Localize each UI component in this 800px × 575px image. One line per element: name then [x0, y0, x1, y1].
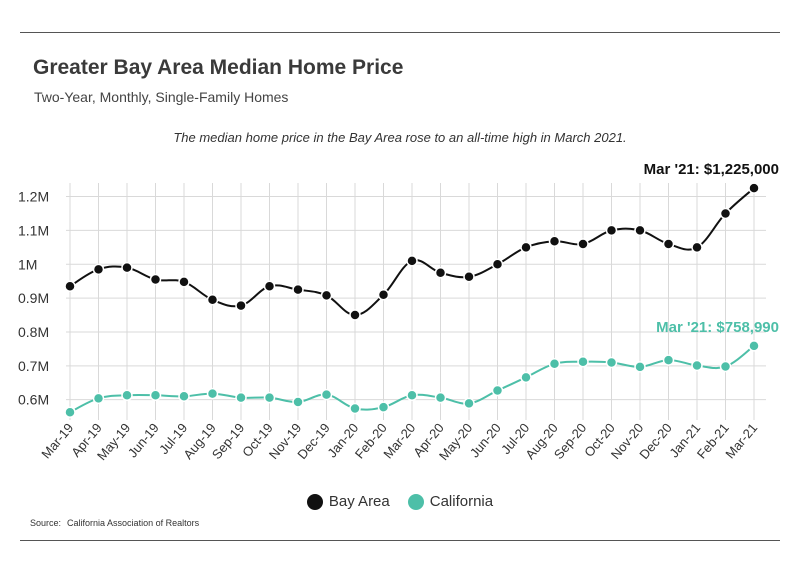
data-point-bay-area [349, 309, 361, 321]
chart-annotation: The median home price in the Bay Area ro… [173, 130, 627, 145]
data-point-california [320, 388, 333, 401]
chart-subtitle: Two-Year, Monthly, Single-Family Homes [34, 89, 289, 105]
data-point-bay-area [64, 280, 76, 293]
data-point-california [691, 359, 703, 372]
y-tick-label: 0.9M [18, 290, 49, 306]
data-point-bay-area [605, 224, 618, 237]
data-point-california [92, 392, 105, 405]
data-point-california [634, 361, 646, 373]
data-point-california [662, 354, 675, 366]
data-point-bay-area [463, 271, 475, 283]
data-point-bay-area [121, 261, 133, 274]
axis-layer: 0.6M0.7M0.8M0.9M1M1.1M1.2MMar-19Apr-19Ma… [18, 189, 760, 464]
data-point-bay-area [634, 224, 646, 237]
data-point-california [719, 360, 732, 373]
data-point-california [178, 390, 190, 403]
data-point-bay-area [406, 255, 418, 267]
legend: Bay Area California [0, 493, 800, 510]
data-point-california [605, 356, 618, 369]
legend-item-california[interactable]: California [407, 493, 494, 510]
data-point-bay-area [748, 182, 760, 194]
x-tick-label: Jun-20 [467, 420, 504, 460]
data-point-california [577, 356, 589, 368]
data-point-bay-area [548, 235, 561, 247]
data-point-california [463, 397, 475, 410]
x-tick-label: Mar-19 [38, 420, 76, 461]
y-tick-label: 0.7M [18, 358, 49, 374]
y-tick-label: 1.1M [18, 222, 49, 238]
data-point-california [149, 389, 162, 402]
source-label: Source: [30, 518, 62, 528]
data-point-california [292, 396, 304, 408]
end-label-bay-area: Mar '21: $1,225,000 [644, 161, 779, 178]
data-point-bay-area [235, 299, 247, 312]
legend-item-bay-area[interactable]: Bay Area [306, 493, 390, 510]
y-tick-label: 1M [18, 256, 37, 272]
data-point-california [263, 391, 276, 404]
data-point-california [64, 406, 76, 418]
data-point-bay-area [377, 288, 390, 301]
legend-swatch-bay-area [306, 493, 323, 510]
data-point-bay-area [520, 241, 532, 254]
data-point-bay-area [691, 241, 703, 254]
y-tick-label: 0.8M [18, 324, 49, 340]
x-tick-label: Mar-20 [380, 420, 418, 461]
data-point-california [377, 401, 390, 413]
data-point-bay-area [292, 283, 304, 296]
bottom-rule [20, 540, 780, 541]
data-point-california [491, 384, 504, 397]
end-label-california: Mar '21: $758,990 [656, 319, 779, 336]
data-point-bay-area [662, 238, 675, 250]
data-point-bay-area [149, 273, 162, 286]
data-point-bay-area [178, 276, 190, 288]
source-note: Source: California Association of Realtor… [30, 518, 199, 528]
data-point-california [206, 387, 219, 400]
data-point-california [434, 391, 447, 404]
legend-swatch-california [407, 493, 424, 510]
data-point-bay-area [491, 258, 504, 271]
data-point-bay-area [92, 263, 105, 276]
x-tick-label: Jun-19 [125, 420, 162, 460]
label-layer: Mar '21: $1,225,000 Mar '21: $758,990 [644, 161, 779, 336]
source-text: California Association of Realtors [67, 518, 200, 528]
data-point-bay-area [434, 266, 447, 279]
top-rule [20, 32, 780, 33]
data-point-california [121, 389, 133, 402]
legend-label-california: California [429, 493, 494, 510]
legend-label-bay-area: Bay Area [328, 493, 390, 510]
data-point-california [406, 389, 418, 402]
data-point-california [748, 340, 760, 352]
data-point-bay-area [577, 238, 589, 250]
chart-title: Greater Bay Area Median Home Price [33, 56, 404, 79]
data-point-bay-area [263, 280, 276, 293]
grid-layer [66, 183, 766, 420]
y-tick-label: 1.2M [18, 189, 49, 205]
data-point-california [520, 371, 532, 384]
data-point-bay-area [719, 207, 732, 220]
data-point-california [349, 402, 361, 415]
data-point-california [548, 358, 561, 370]
series-layer [64, 182, 760, 418]
y-tick-label: 0.6M [18, 392, 49, 408]
data-point-bay-area [206, 294, 219, 306]
data-point-california [235, 391, 247, 404]
data-point-bay-area [320, 289, 333, 302]
x-tick-label: Mar-21 [722, 420, 760, 461]
